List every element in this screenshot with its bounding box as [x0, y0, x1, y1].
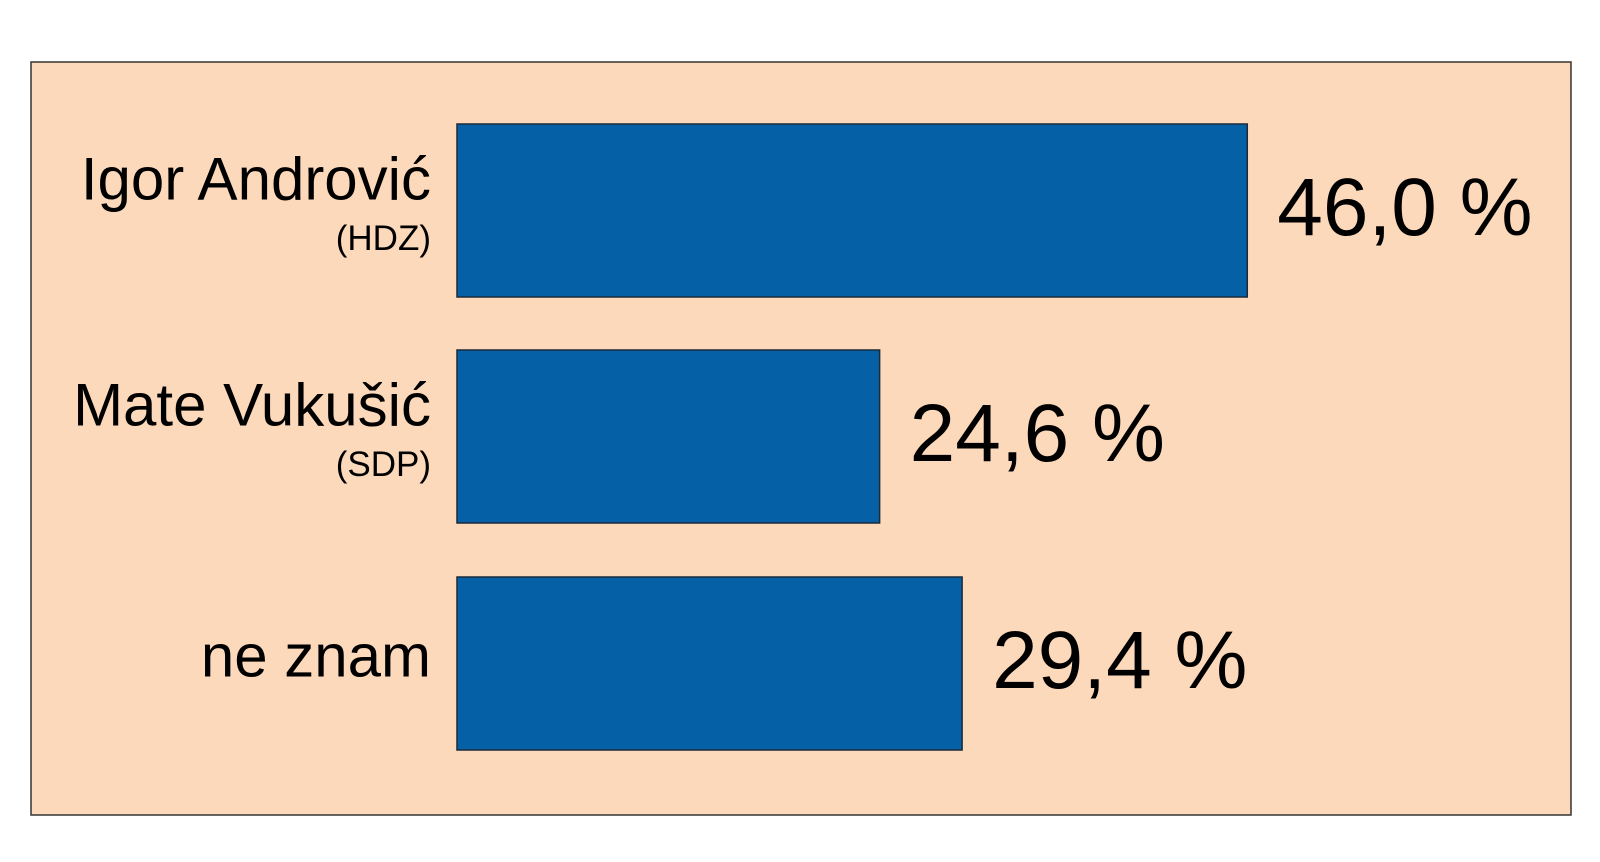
category-label: ne znam	[201, 622, 431, 689]
bar	[456, 576, 963, 751]
value-label: 46,0 %	[1277, 162, 1532, 253]
bar	[456, 123, 1249, 298]
value-label: 24,6 %	[910, 388, 1165, 479]
category-label: Mate Vukušić	[73, 371, 431, 438]
value-label: 29,4 %	[992, 615, 1247, 706]
category-sublabel: (SDP)	[336, 445, 431, 484]
bar	[456, 349, 881, 524]
category-label: Igor Andrović	[81, 145, 431, 212]
category-sublabel: (HDZ)	[336, 219, 431, 258]
